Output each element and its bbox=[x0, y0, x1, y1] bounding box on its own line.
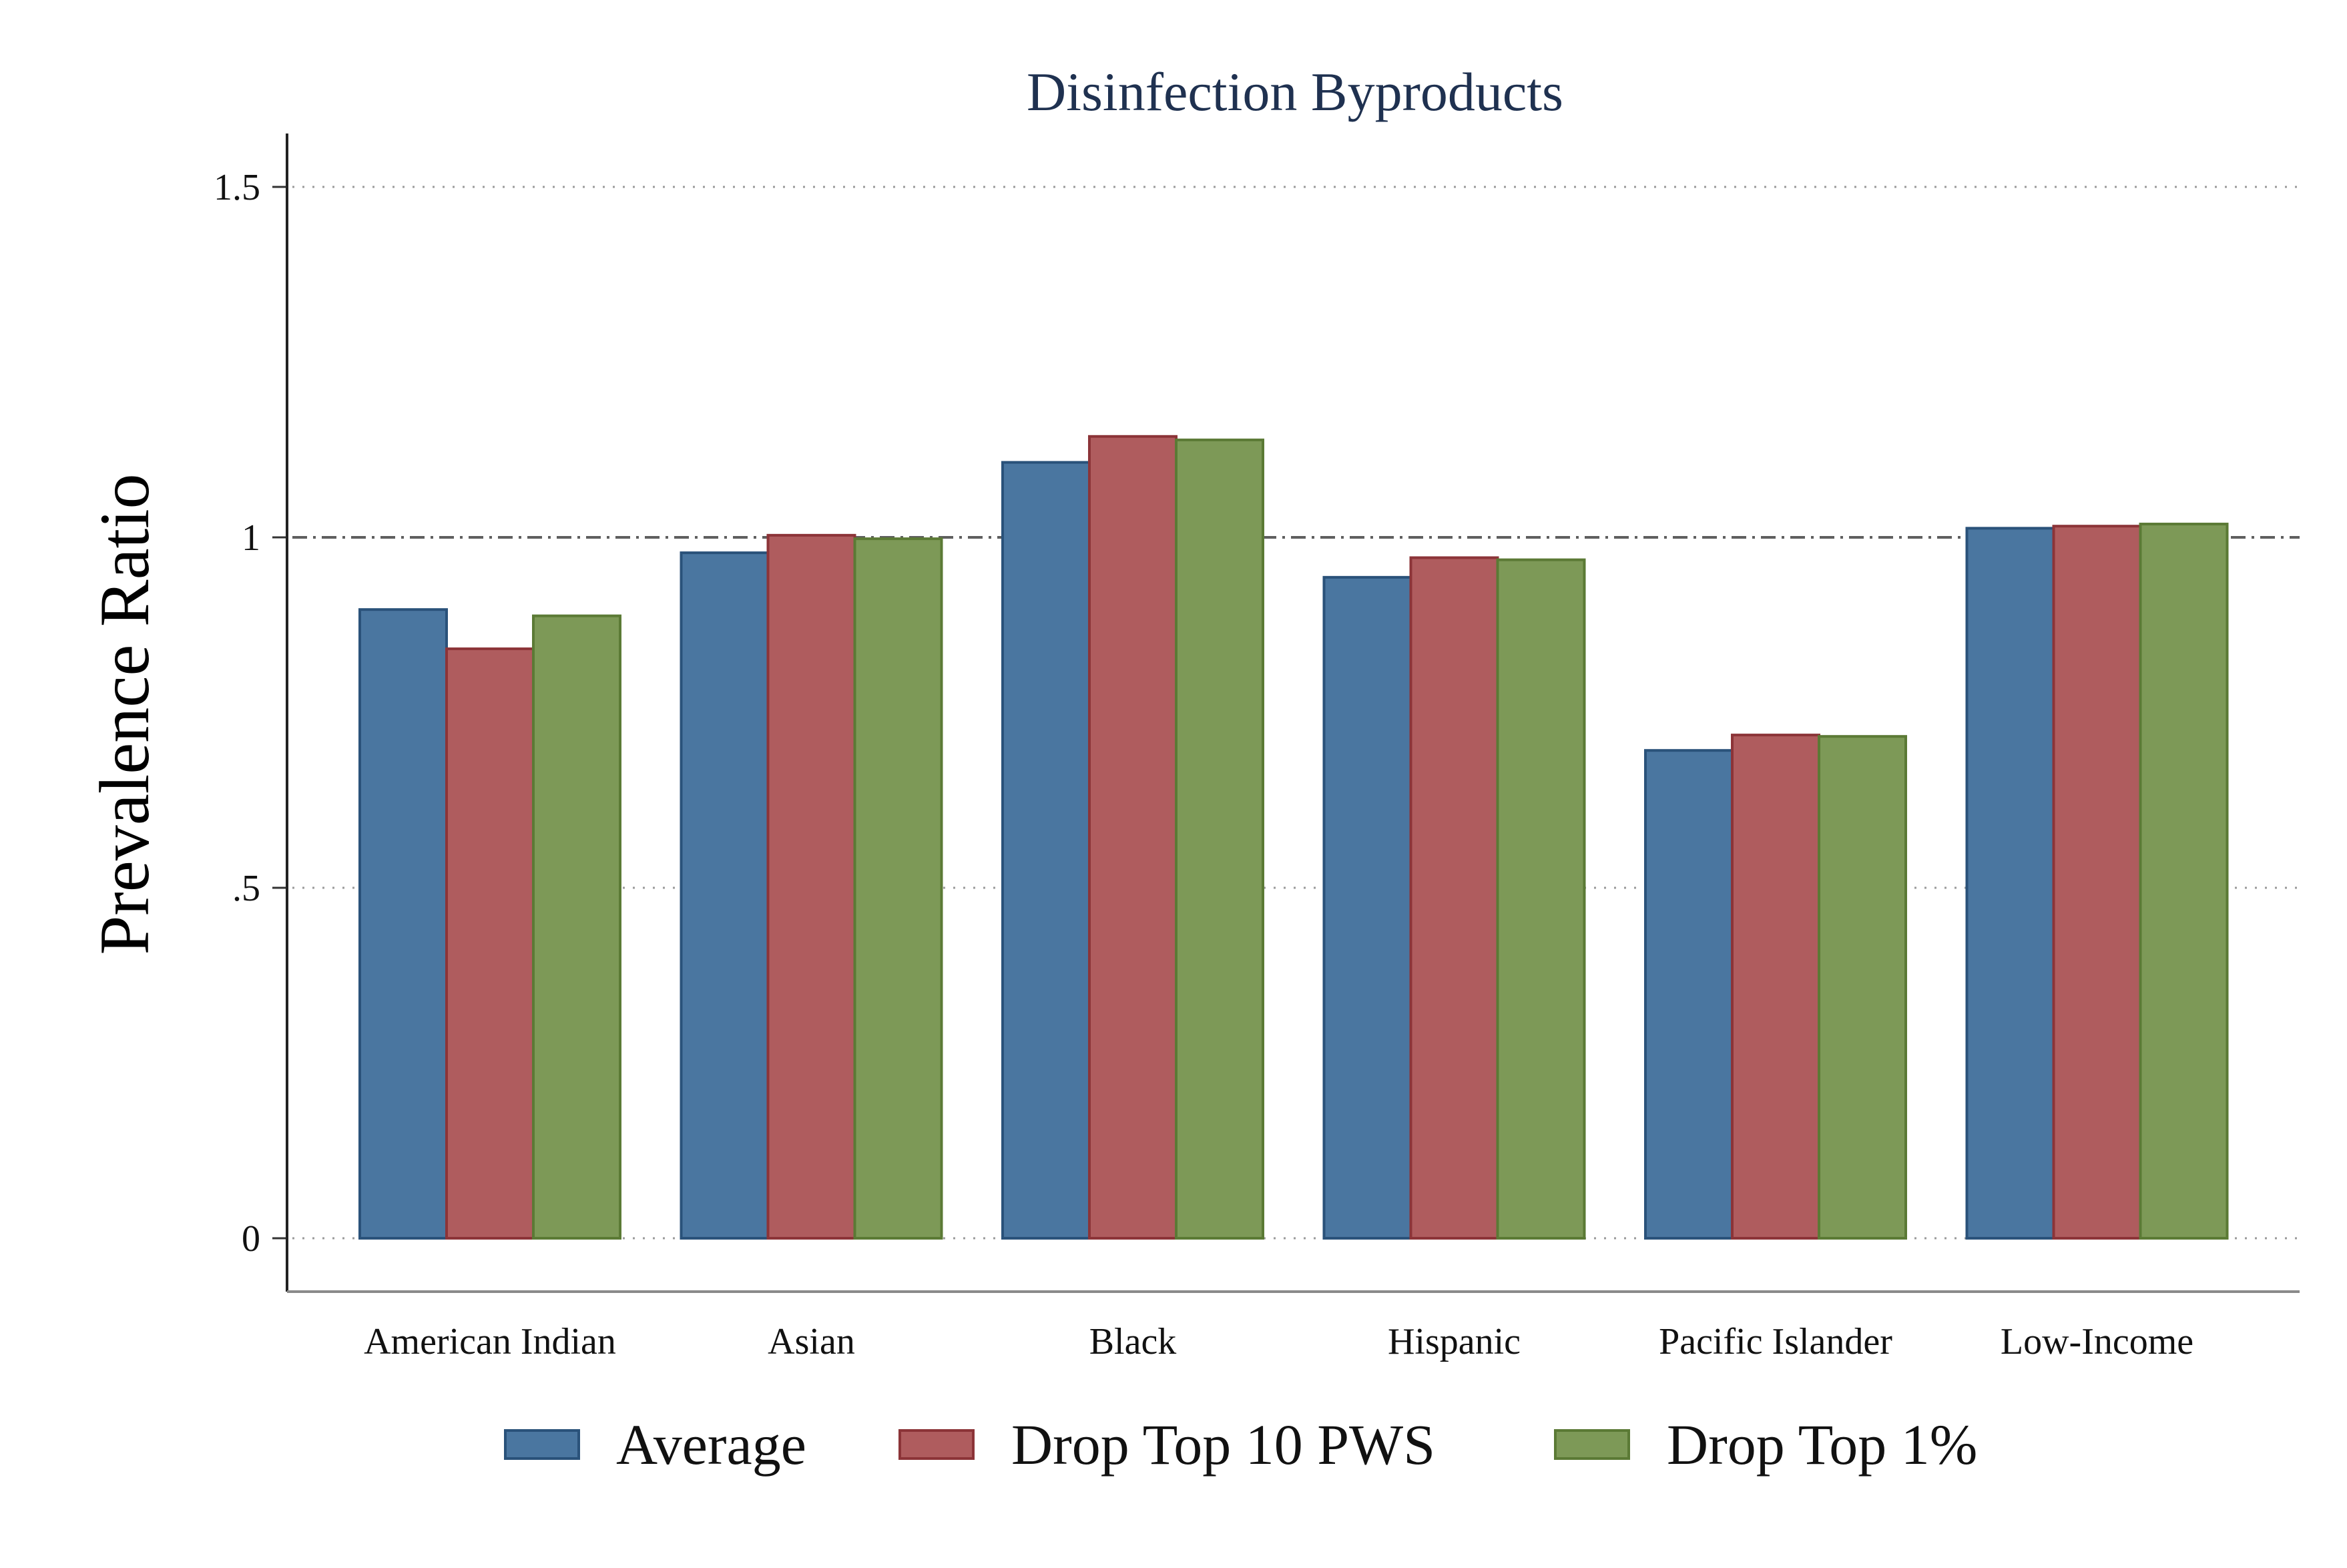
chart-title: Disinfection Byproducts bbox=[1027, 61, 1563, 122]
bar-1-3 bbox=[1001, 461, 1091, 1240]
gridlines bbox=[292, 186, 2300, 1240]
bar-1-1 bbox=[358, 608, 448, 1240]
y-tick-label: 0 bbox=[242, 1218, 260, 1260]
bar-2-2 bbox=[766, 533, 856, 1240]
bar-2-6 bbox=[2052, 525, 2142, 1240]
bar-3-4 bbox=[1496, 558, 1586, 1240]
x-category-label: Low-Income bbox=[2001, 1321, 2193, 1362]
x-category-label: American Indian bbox=[364, 1321, 616, 1362]
x-category-label: Asian bbox=[768, 1321, 855, 1362]
x-category-label: Black bbox=[1089, 1321, 1177, 1362]
bar-3-2 bbox=[853, 537, 943, 1240]
y-tick-label: .5 bbox=[232, 868, 260, 909]
y-tick-label: 1.5 bbox=[214, 167, 260, 208]
bar-1-2 bbox=[680, 551, 770, 1240]
legend-swatch-3 bbox=[1554, 1429, 1630, 1460]
bar-2-4 bbox=[1409, 556, 1499, 1240]
bar-3-1 bbox=[532, 614, 621, 1240]
legend-swatch-2 bbox=[898, 1429, 975, 1460]
axes: 0 .5 1 1.5 American Indian Asian Black Hispanic… bbox=[214, 134, 2300, 1362]
legend-label-3: Drop Top 1% bbox=[1667, 1412, 1977, 1477]
bar-1-6 bbox=[1965, 527, 2055, 1240]
bar-2-3 bbox=[1088, 435, 1178, 1240]
bar-2-5 bbox=[1731, 734, 1820, 1240]
legend-label-1: Average bbox=[616, 1412, 806, 1477]
bar-1-5 bbox=[1644, 749, 1734, 1240]
legend-swatch-1 bbox=[504, 1429, 580, 1460]
bar-2-1 bbox=[445, 647, 535, 1240]
y-axis-title: Prevalence Ratio bbox=[85, 473, 164, 955]
bar-3-5 bbox=[1818, 735, 1907, 1240]
legend: Average Drop Top 10 PWS Drop Top 1% bbox=[504, 1412, 1977, 1477]
y-tick-label: 1 bbox=[242, 517, 260, 559]
x-category-label: Pacific Islander bbox=[1659, 1321, 1892, 1362]
bars bbox=[358, 435, 2229, 1240]
bar-1-4 bbox=[1322, 575, 1412, 1240]
legend-label-2: Drop Top 10 PWS bbox=[1011, 1412, 1435, 1477]
x-category-label: Hispanic bbox=[1388, 1321, 1521, 1362]
bar-3-6 bbox=[2139, 523, 2229, 1240]
bar-3-3 bbox=[1175, 439, 1264, 1240]
